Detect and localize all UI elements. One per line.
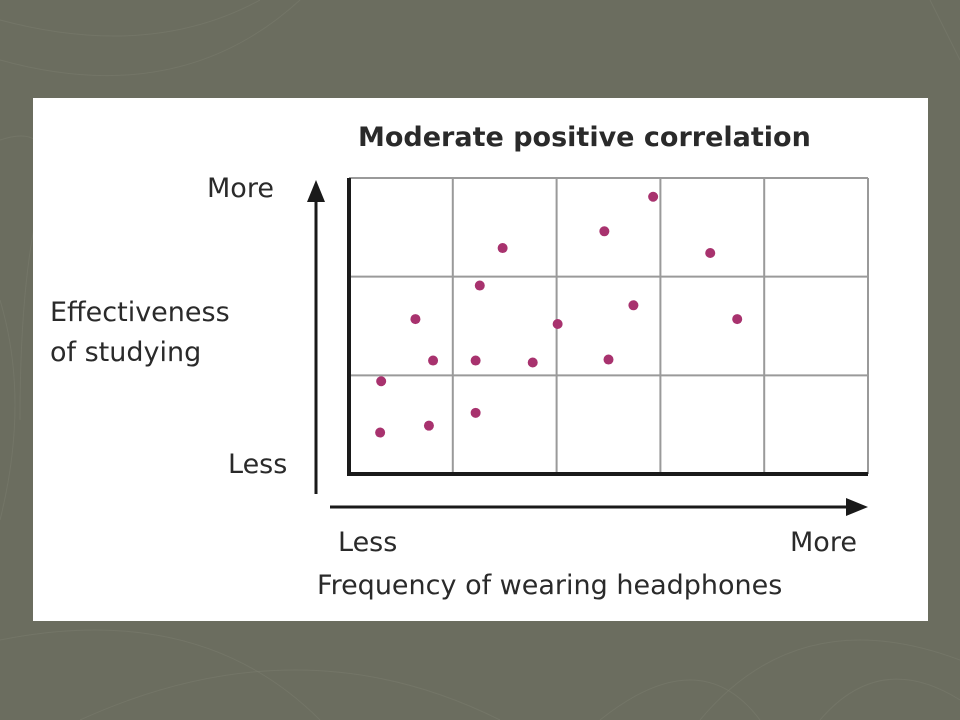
data-point <box>732 314 743 325</box>
x-axis-title: Frequency of wearing headphones <box>317 570 782 601</box>
data-point <box>474 280 485 291</box>
data-point <box>428 355 439 366</box>
data-point <box>527 357 538 368</box>
data-point <box>375 427 386 438</box>
y-axis-title-line-2: of studying <box>50 337 201 368</box>
y-axis-title-line-1: Effectiveness <box>50 297 230 328</box>
x-arrow-head <box>846 498 868 516</box>
x-label-less: Less <box>338 527 397 558</box>
chart-title: Moderate positive correlation <box>358 122 811 153</box>
data-point <box>497 243 508 254</box>
scatter-points <box>375 191 743 438</box>
data-point <box>648 191 659 202</box>
data-point <box>470 407 481 418</box>
data-point <box>599 226 610 237</box>
y-label-more: More <box>207 173 274 204</box>
data-point <box>603 354 614 365</box>
data-point <box>552 319 563 330</box>
data-point <box>705 247 716 258</box>
data-point <box>423 420 434 431</box>
data-point <box>470 355 481 366</box>
data-point <box>376 376 387 387</box>
x-label-more: More <box>790 527 857 558</box>
data-point <box>410 314 421 325</box>
data-point <box>628 300 639 311</box>
y-arrow-head <box>307 180 325 202</box>
y-label-less: Less <box>228 449 287 480</box>
